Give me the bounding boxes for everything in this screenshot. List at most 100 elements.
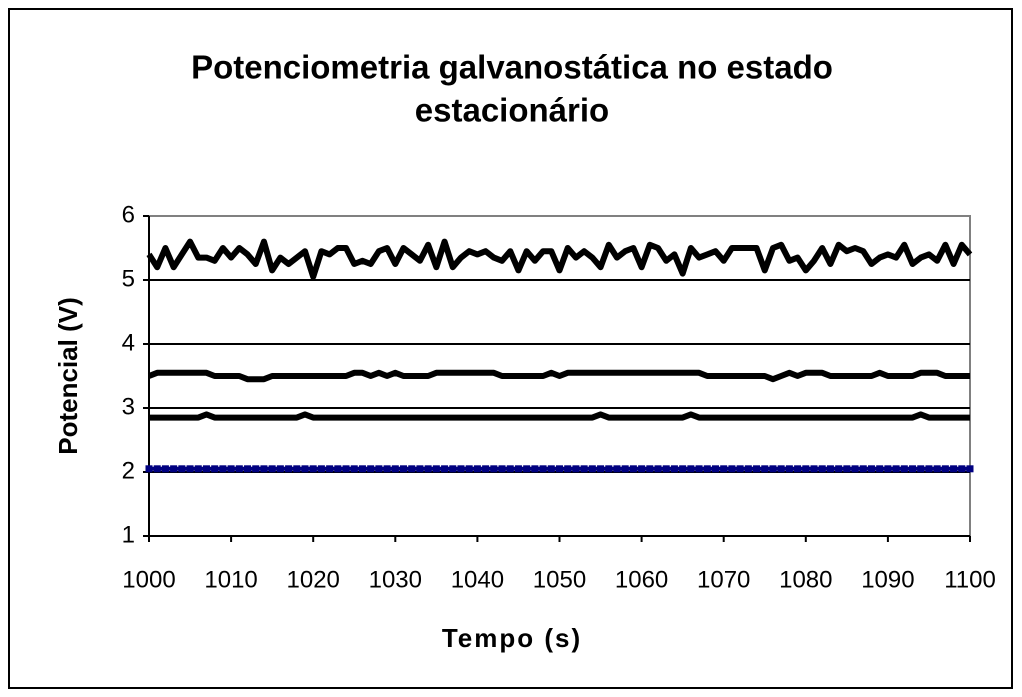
x-tick-label: 1080 — [779, 566, 832, 593]
marker — [482, 465, 490, 473]
marker — [334, 465, 342, 473]
marker — [654, 465, 662, 473]
marker — [170, 465, 178, 473]
marker — [383, 465, 391, 473]
marker — [317, 465, 325, 473]
x-tick-label: 1050 — [533, 566, 586, 593]
marker — [441, 465, 449, 473]
series-line — [149, 411, 970, 421]
marker — [909, 465, 917, 473]
marker — [556, 465, 563, 473]
marker — [498, 465, 506, 473]
marker — [761, 465, 769, 473]
marker — [843, 465, 851, 473]
marker — [876, 465, 884, 473]
marker — [588, 465, 596, 473]
y-tick-label: 4 — [122, 329, 135, 356]
marker — [802, 465, 810, 473]
marker — [958, 465, 966, 473]
marker — [244, 465, 252, 473]
series-line — [146, 238, 973, 280]
marker — [473, 465, 481, 473]
marker — [523, 465, 531, 473]
y-tick-label: 1 — [122, 521, 135, 548]
marker — [785, 465, 793, 473]
marker — [613, 465, 621, 473]
marker — [506, 465, 514, 473]
chart-title: Potenciometria galvanostática no estado — [191, 49, 833, 86]
marker — [744, 465, 752, 473]
marker — [211, 465, 219, 473]
marker — [629, 465, 637, 473]
series-line — [147, 369, 970, 383]
marker — [432, 465, 440, 473]
marker — [810, 465, 818, 473]
marker — [900, 465, 908, 473]
marker — [670, 465, 678, 473]
marker — [933, 465, 941, 473]
marker — [375, 465, 383, 473]
marker — [424, 465, 432, 473]
y-tick-label: 3 — [122, 393, 135, 420]
marker — [219, 465, 227, 473]
marker — [416, 465, 424, 473]
marker — [687, 465, 695, 473]
chart-title: estacionário — [415, 92, 609, 129]
marker — [966, 465, 974, 473]
marker — [367, 465, 375, 473]
marker — [227, 465, 235, 473]
marker — [326, 465, 334, 473]
marker — [728, 465, 736, 473]
marker — [400, 465, 408, 473]
marker — [605, 465, 613, 473]
x-tick-label: 1060 — [615, 566, 668, 593]
x-tick-label: 1030 — [369, 566, 422, 593]
marker — [835, 465, 843, 473]
x-tick-label: 1070 — [697, 566, 750, 593]
marker — [161, 465, 169, 473]
marker — [662, 465, 670, 473]
marker — [769, 465, 777, 473]
marker — [925, 465, 933, 473]
marker — [572, 465, 580, 473]
marker — [580, 465, 588, 473]
marker — [777, 465, 785, 473]
marker — [194, 465, 202, 473]
x-axis-label: Tempo (s) — [442, 623, 582, 653]
marker — [235, 465, 243, 473]
marker — [358, 465, 366, 473]
marker — [818, 465, 826, 473]
y-axis-label: Potencial (V) — [53, 297, 83, 454]
marker — [851, 465, 859, 473]
marker — [531, 465, 539, 473]
marker — [859, 465, 867, 473]
marker — [350, 465, 358, 473]
marker — [178, 465, 186, 473]
marker — [153, 465, 161, 473]
x-tick-label: 1090 — [861, 566, 914, 593]
marker — [736, 465, 744, 473]
marker — [695, 465, 703, 473]
x-tick-label: 1100 — [944, 566, 996, 593]
marker — [293, 465, 301, 473]
marker — [268, 465, 276, 473]
x-tick-label: 1040 — [451, 566, 504, 593]
marker — [753, 465, 761, 473]
marker — [276, 465, 284, 473]
marker — [260, 465, 268, 473]
y-tick-label: 6 — [122, 201, 135, 228]
marker — [646, 465, 654, 473]
marker — [301, 465, 309, 473]
marker — [252, 465, 260, 473]
x-tick-label: 1020 — [287, 566, 340, 593]
marker — [490, 465, 498, 473]
marker — [465, 465, 473, 473]
marker — [202, 465, 210, 473]
marker — [703, 465, 711, 473]
marker — [186, 465, 194, 473]
marker — [892, 465, 900, 473]
marker — [391, 465, 399, 473]
y-tick-label: 5 — [122, 265, 135, 292]
marker — [597, 465, 605, 473]
